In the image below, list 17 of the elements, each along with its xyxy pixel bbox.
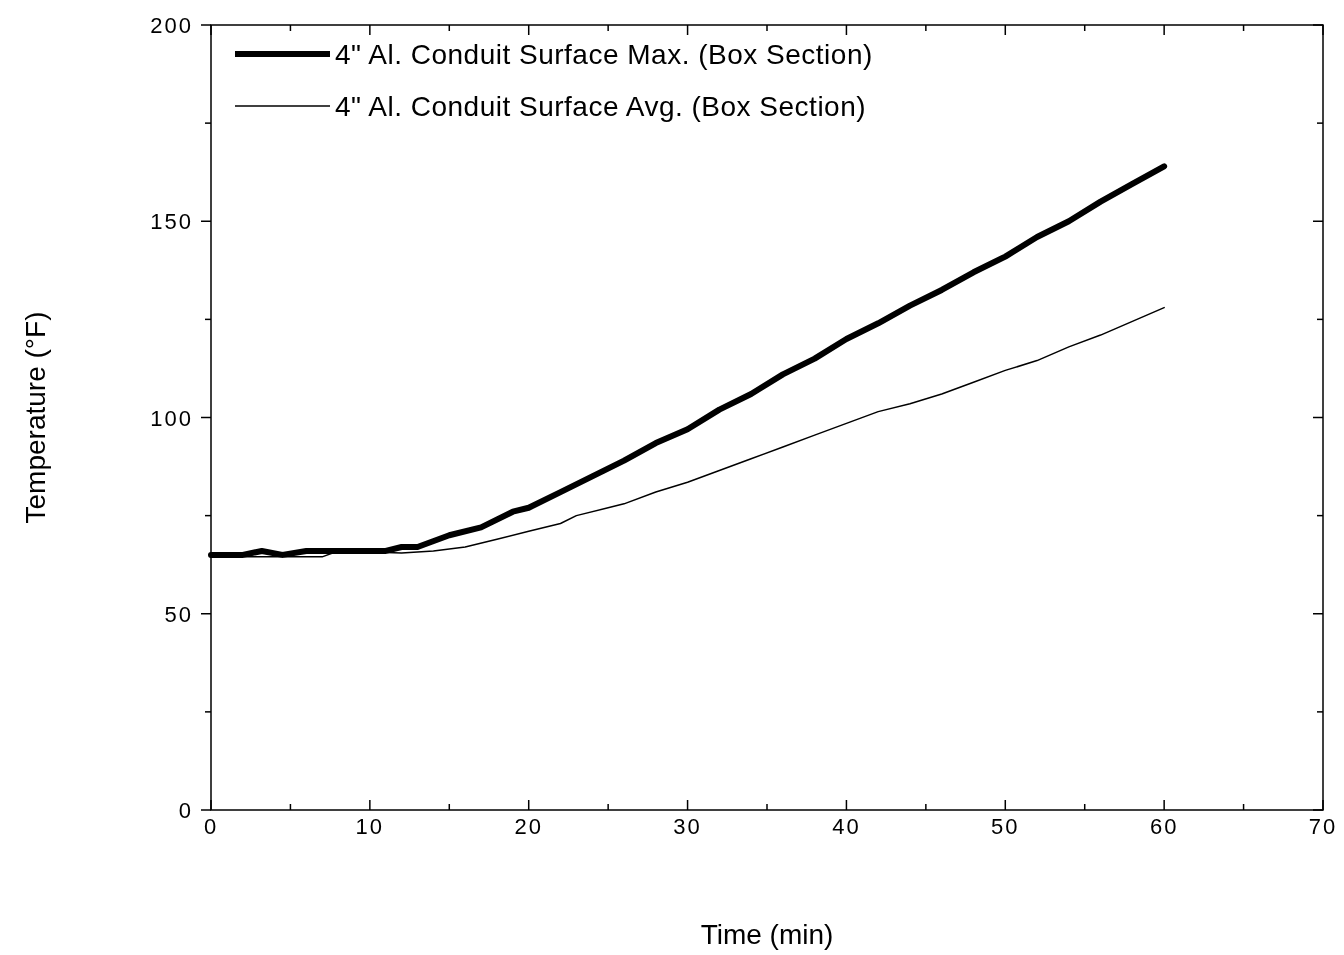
x-tick-label: 10 [355,814,385,839]
x-tick-label: 50 [991,814,1020,839]
x-tick-label: 70 [1308,814,1338,839]
x-tick-label: 0 [203,814,219,839]
x-axis-title: Time (min) [700,919,834,950]
y-tick-label: 150 [150,209,193,235]
x-tick-label: 40 [832,814,861,839]
y-tick-label: 0 [178,798,193,823]
legend-label: 4" Al. Conduit Surface Max. (Box Section) [335,39,873,70]
y-tick-label: 200 [150,13,193,38]
y-axis-title: Temperature (°F) [20,311,51,524]
x-tick-label: 20 [514,814,543,839]
legend-label: 4" Al. Conduit Surface Avg. (Box Section) [335,91,867,122]
x-tick-label: 60 [1149,814,1179,839]
y-tick-label: 50 [164,601,193,627]
x-tick-label: 30 [673,814,702,839]
y-tick-label: 100 [150,405,193,431]
